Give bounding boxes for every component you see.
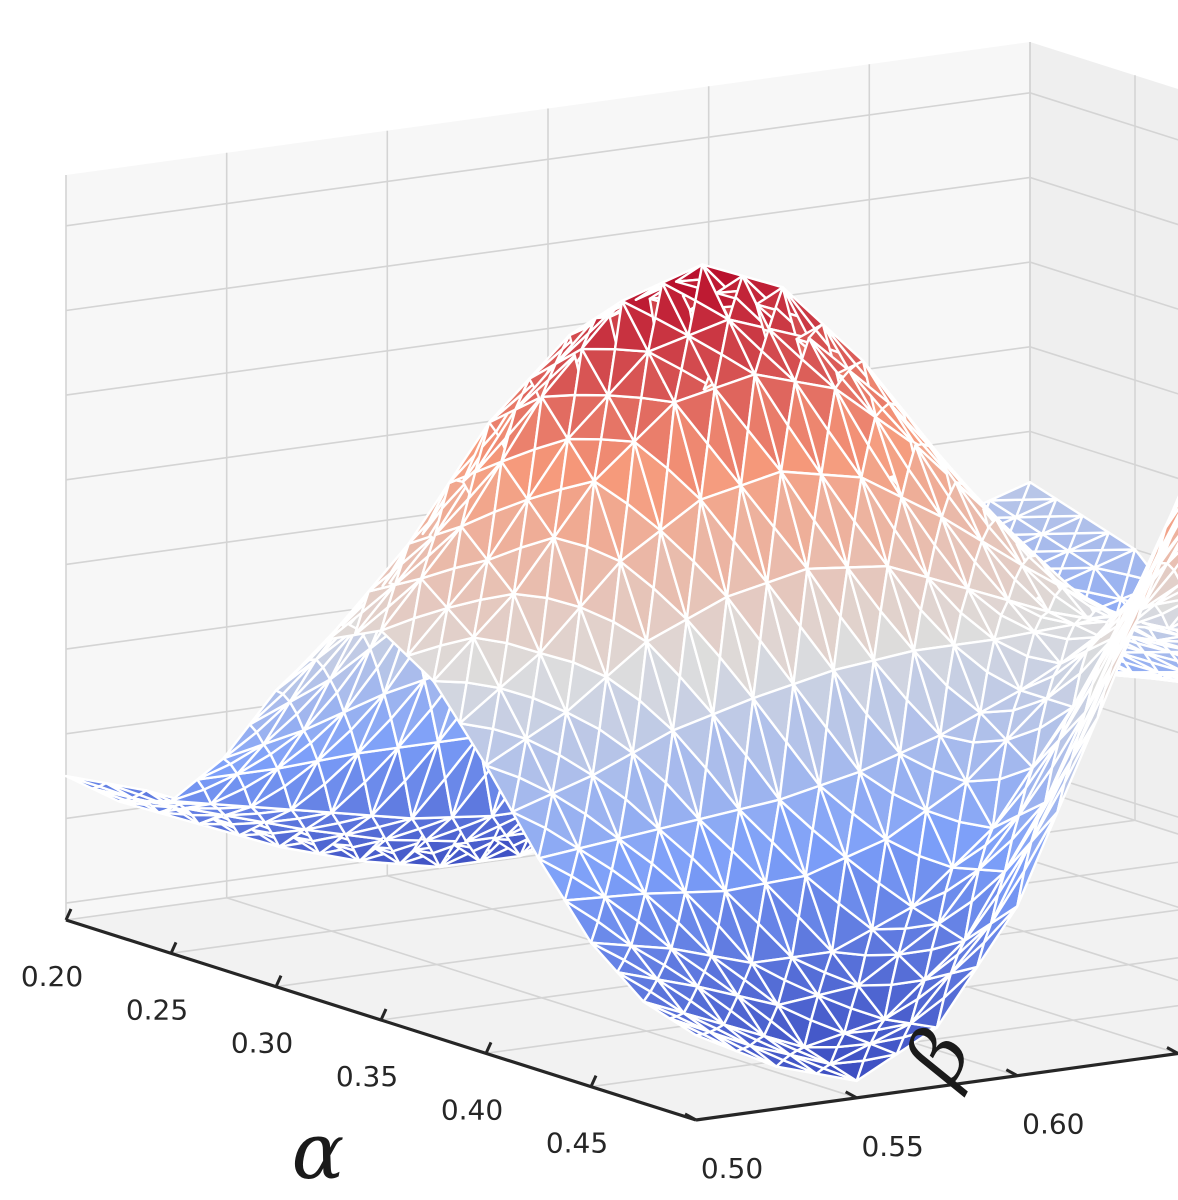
x-tick-label: 0.35 (336, 1060, 398, 1093)
surface-facet (1167, 615, 1178, 631)
x-tick (64, 908, 73, 921)
grid-line-z (65, 345, 1178, 481)
surface-facet (1160, 604, 1178, 631)
grid-line-y (225, 152, 857, 1099)
x-tick-label: 0.25 (126, 993, 188, 1026)
y-tick-label: 0.55 (861, 1130, 923, 1163)
surface-facet (1021, 481, 1058, 501)
surface-facet (1153, 591, 1178, 606)
surface-facet (1142, 651, 1178, 671)
surface-facet (1150, 514, 1178, 573)
surface-facet (1156, 671, 1178, 678)
y-tick-label: 0.60 (1022, 1108, 1084, 1141)
surface-facet (1074, 514, 1111, 535)
surface-facet (1155, 639, 1178, 648)
x-tick-label: 0.20 (21, 960, 83, 993)
surface-facet (1166, 551, 1178, 572)
surface-facet (1048, 497, 1084, 518)
x-tick-label: 0.45 (546, 1127, 608, 1160)
surface-facet (1170, 678, 1178, 682)
tick-labels: 0.200.250.300.350.400.450.500.550.600.65… (21, 908, 1178, 1185)
surface-facet (1100, 531, 1137, 552)
surface-facet (1162, 644, 1178, 654)
x-tick-label: 0.40 (441, 1093, 503, 1126)
y-tick (844, 1090, 858, 1100)
grid-line-z (65, 430, 1178, 566)
surface-facet (1141, 621, 1178, 636)
grid-line-z (65, 176, 1178, 312)
surface-facet (1169, 650, 1178, 657)
x-tick (274, 975, 283, 988)
y-tick (684, 1112, 697, 1122)
y-tick-label: 0.50 (701, 1152, 763, 1185)
surface-facet (1167, 622, 1178, 631)
x-tick (484, 1041, 493, 1054)
x-tick-label: 0.30 (231, 1027, 293, 1060)
surface-facet (1166, 546, 1178, 565)
surface-mesh (64, 263, 1178, 1083)
x-tick (589, 1075, 598, 1088)
y-tick (1005, 1068, 1019, 1077)
x-axis-label: α (292, 1107, 345, 1197)
y-tick (1166, 1046, 1178, 1055)
x-tick (169, 941, 178, 954)
surface-facet (1164, 495, 1178, 529)
grid-line-z (65, 91, 1178, 227)
grid-line-z (65, 261, 1178, 396)
x-tick (379, 1008, 388, 1021)
